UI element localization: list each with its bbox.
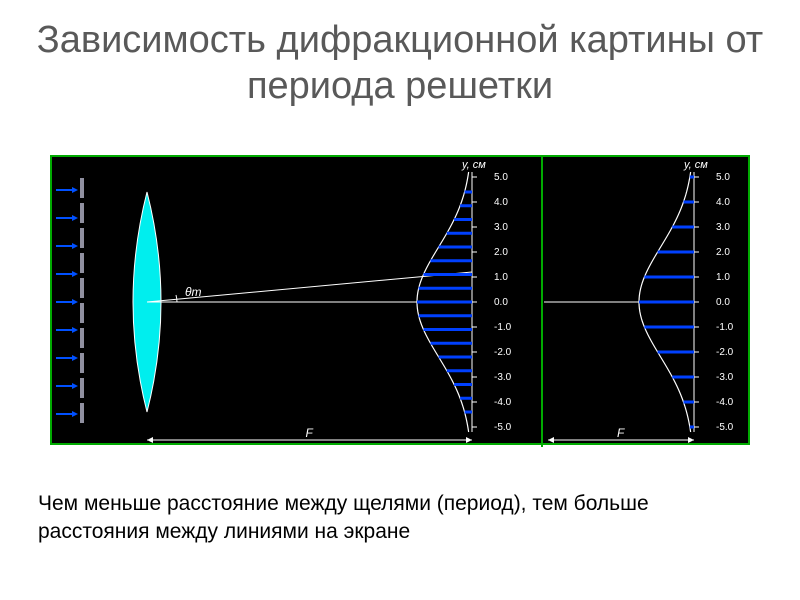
svg-text:y, см: y, см <box>683 159 708 171</box>
svg-text:3.0: 3.0 <box>494 222 508 233</box>
svg-text:-1.0: -1.0 <box>716 322 734 333</box>
svg-text:3.0: 3.0 <box>716 222 730 233</box>
right-panel: 5.0 4.0 3.0 2.0 1.0 0.0 -1.0 -2.0 -3.0 -4.0 -5.0 y,… <box>544 159 734 443</box>
left-panel: θm 5.0 4.0 3.0 2.0 1.0 0.0 -1.0 -2.0 -3.0 -4.0 -5.0… <box>56 159 512 443</box>
slide-caption: Чем меньше расстояние между щелями (пери… <box>38 490 762 547</box>
slide: Зависимость дифракционной картины от пер… <box>0 0 800 600</box>
slide-title: Зависимость дифракционной картины от пер… <box>30 18 770 109</box>
svg-text:-3.0: -3.0 <box>716 372 734 383</box>
svg-text:5.0: 5.0 <box>716 172 730 183</box>
svg-text:0.0: 0.0 <box>716 297 730 308</box>
diagram-svg: θm 5.0 4.0 3.0 2.0 1.0 0.0 -1.0 -2.0 -3.0 -4.0 -5.0… <box>52 157 752 447</box>
svg-text:F: F <box>306 426 314 440</box>
diffraction-diagram: θm 5.0 4.0 3.0 2.0 1.0 0.0 -1.0 -2.0 -3.0 -4.0 -5.0… <box>50 155 750 445</box>
svg-text:-4.0: -4.0 <box>494 397 512 408</box>
svg-text:2.0: 2.0 <box>494 247 508 258</box>
svg-text:F: F <box>617 426 625 440</box>
svg-text:0.0: 0.0 <box>494 297 508 308</box>
svg-text:θm: θm <box>185 285 202 299</box>
svg-text:-3.0: -3.0 <box>494 372 512 383</box>
svg-text:4.0: 4.0 <box>494 197 508 208</box>
svg-text:-4.0: -4.0 <box>716 397 734 408</box>
svg-text:2.0: 2.0 <box>716 247 730 258</box>
svg-text:-5.0: -5.0 <box>716 422 734 433</box>
svg-text:-1.0: -1.0 <box>494 322 512 333</box>
svg-text:-2.0: -2.0 <box>716 347 734 358</box>
svg-text:1.0: 1.0 <box>716 272 730 283</box>
svg-text:y, см: y, см <box>461 159 486 171</box>
svg-text:5.0: 5.0 <box>494 172 508 183</box>
svg-text:1.0: 1.0 <box>494 272 508 283</box>
svg-text:4.0: 4.0 <box>716 197 730 208</box>
svg-text:-2.0: -2.0 <box>494 347 512 358</box>
svg-text:-5.0: -5.0 <box>494 422 512 433</box>
